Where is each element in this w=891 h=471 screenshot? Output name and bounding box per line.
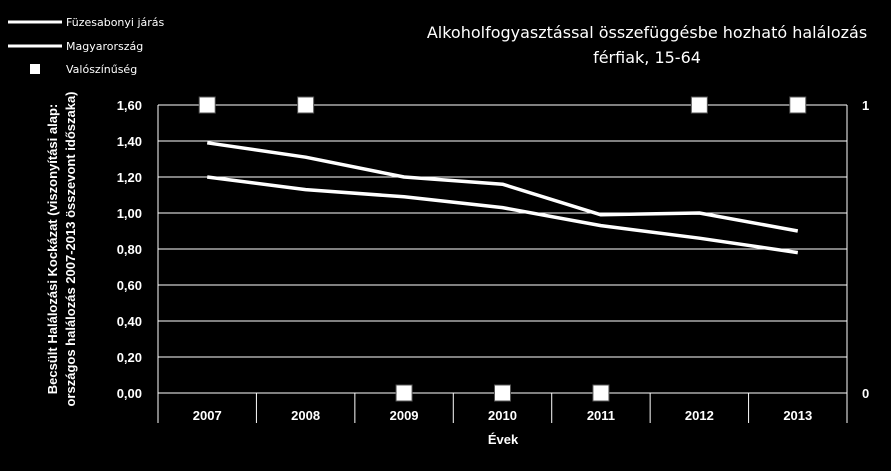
x-tick-label: 2011 [587, 408, 615, 423]
y2-tick-label: 1 [862, 98, 869, 113]
y-axis-title-line-2: országos halálozás 2007-2013 összevont i… [63, 91, 78, 406]
chart-title: Alkoholfogyasztással összefüggésbe hozha… [427, 23, 867, 67]
series-line-0 [206, 141, 799, 233]
series-markers [198, 96, 807, 402]
y-tick-label: 0,60 [117, 278, 142, 293]
y-tick-label: 0,40 [117, 314, 142, 329]
legend-label-fuzesabonyi: Füzesabonyi járás [66, 16, 165, 29]
chart-title-line-2: férfiak, 15-64 [593, 48, 701, 67]
y-axis-title: Becsült Halálozási Kockázat (viszonyítás… [45, 91, 78, 406]
series-marker-2 [297, 96, 315, 114]
y-tick-label: 1,40 [117, 134, 142, 149]
series-marker-2 [592, 384, 610, 402]
x-tick-label: 2008 [291, 408, 320, 423]
y-axis-title-line-1: Becsült Halálozási Kockázat (viszonyítás… [45, 104, 60, 394]
x-tick-label: 2012 [685, 408, 714, 423]
legend-label-valoszinuseg: Valószínűség [66, 63, 137, 76]
chart-title-line-1: Alkoholfogyasztással összefüggésbe hozha… [427, 23, 867, 42]
legend-item-magyarorszag: Magyarország [8, 40, 143, 53]
series-marker-2 [198, 96, 216, 114]
plot-area [157, 96, 848, 423]
y-tick-label: 1,60 [117, 98, 142, 113]
series-lines [206, 141, 799, 255]
legend-swatch-valoszinuseg [30, 64, 40, 74]
legend-item-fuzesabonyi: Füzesabonyi járás [8, 16, 165, 29]
y2-axis-ticks: 01 [862, 98, 869, 401]
series-marker-2 [690, 96, 708, 114]
series-line-1 [206, 175, 799, 255]
x-tick-label: 2007 [193, 408, 222, 423]
y-tick-label: 0,20 [117, 350, 142, 365]
series-marker-2 [494, 384, 511, 402]
y-tick-label: 0,00 [117, 386, 142, 401]
y-tick-label: 1,20 [117, 170, 142, 185]
legend: Füzesabonyi járás Magyarország Valószínű… [8, 16, 165, 76]
legend-label-magyarorszag: Magyarország [66, 40, 143, 53]
x-axis-title: Évek [488, 432, 519, 447]
y-axis-ticks: 0,00 0,20 0,40 0,60 0,80 1,00 1,20 1,40 1,60 [117, 98, 142, 401]
x-tick-label: 2009 [390, 408, 419, 423]
gridlines [157, 104, 848, 423]
y-tick-label: 0,80 [117, 242, 142, 257]
x-category-separators [255, 393, 750, 423]
x-tick-label: 2010 [488, 408, 517, 423]
x-tick-label: 2013 [783, 408, 812, 423]
series-marker-2 [789, 96, 807, 114]
series-marker-2 [395, 384, 413, 402]
y2-tick-label: 0 [862, 386, 869, 401]
x-axis-ticks: 2007 2008 2009 2010 2011 2012 2013 [193, 408, 812, 423]
y-tick-label: 1,00 [117, 206, 142, 221]
legend-item-valoszinuseg: Valószínűség [30, 63, 137, 76]
